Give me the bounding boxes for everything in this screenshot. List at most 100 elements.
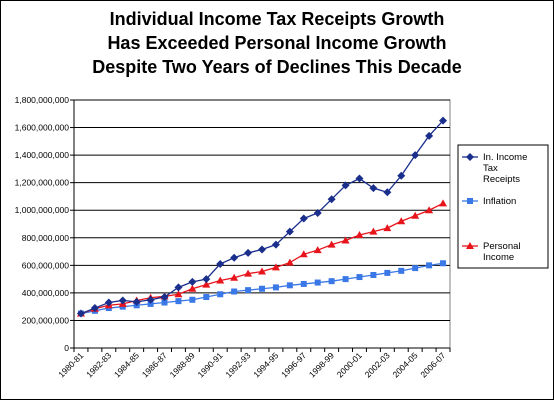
data-point-inflation [175, 298, 182, 305]
data-point-inflation [384, 269, 391, 276]
data-point-in-income-tax-receipts [90, 304, 99, 313]
y-tick-label: 1,400,000,000 [15, 150, 70, 160]
data-point-personal-income [397, 217, 406, 225]
data-point-in-income-tax-receipts [258, 245, 266, 254]
data-point-inflation [356, 274, 363, 281]
y-tick-label: 1,200,000,000 [15, 178, 70, 188]
y-tick-label: 1,600,000,000 [15, 123, 70, 133]
data-point-in-income-tax-receipts [439, 116, 448, 125]
legend-label-in-income-tax-receipts: In. Income [483, 152, 527, 163]
data-point-personal-income [327, 240, 336, 248]
data-point-in-income-tax-receipts [76, 309, 85, 318]
data-point-inflation [161, 299, 168, 306]
data-point-in-income-tax-receipts [188, 277, 197, 286]
data-point-inflation [426, 262, 433, 269]
data-point-personal-income [313, 246, 322, 254]
x-tick-label: 1988-89 [168, 350, 197, 379]
data-point-personal-income [439, 199, 448, 207]
legend-label-personal-income: Personal [483, 241, 521, 252]
data-point-personal-income [285, 258, 294, 266]
data-point-in-income-tax-receipts [271, 240, 280, 249]
x-tick-label: 1994-95 [251, 350, 280, 379]
data-point-in-income-tax-receipts [327, 195, 336, 204]
chart-title-line-3: Despite Two Years of Declines This Decad… [92, 57, 462, 77]
data-point-inflation [314, 279, 321, 286]
data-point-personal-income [425, 206, 434, 214]
data-point-personal-income [369, 227, 378, 235]
x-tick-label: 1998-99 [307, 350, 336, 379]
data-point-inflation [217, 291, 224, 298]
x-tick-label: 1990-91 [196, 350, 225, 379]
y-tick-label: 800,000,000 [22, 233, 70, 243]
data-point-inflation [272, 284, 279, 291]
x-tick-label: 1986-87 [140, 350, 169, 379]
data-point-personal-income [230, 273, 239, 281]
data-point-in-income-tax-receipts [341, 181, 350, 190]
chart-title-line-2: Has Exceeded Personal Income Growth [107, 33, 447, 53]
x-tick-label: 1992-93 [223, 350, 252, 379]
legend-label-personal-income: Income [483, 252, 514, 263]
data-point-personal-income [244, 269, 253, 277]
data-point-personal-income [216, 276, 225, 284]
data-point-in-income-tax-receipts [244, 248, 253, 257]
x-tick-label: 1996-97 [279, 350, 308, 379]
data-point-in-income-tax-receipts [397, 171, 406, 180]
y-tick-label: 400,000,000 [22, 288, 70, 298]
data-point-in-income-tax-receipts [132, 297, 141, 306]
data-point-inflation [370, 271, 377, 278]
data-point-inflation [147, 300, 154, 307]
data-point-personal-income [299, 250, 308, 258]
data-point-inflation [259, 285, 265, 292]
data-point-personal-income [188, 284, 197, 292]
data-point-in-income-tax-receipts [383, 188, 392, 197]
data-point-inflation [342, 276, 349, 283]
data-point-in-income-tax-receipts [313, 208, 322, 217]
data-point-in-income-tax-receipts [369, 184, 378, 193]
x-tick-label: 1984-85 [112, 350, 141, 379]
legend-label-in-income-tax-receipts: Tax [483, 163, 498, 174]
data-point-in-income-tax-receipts [299, 214, 308, 223]
data-point-in-income-tax-receipts [355, 174, 364, 183]
data-point-in-income-tax-receipts [425, 131, 434, 140]
y-tick-label: 0 [64, 343, 69, 353]
data-point-in-income-tax-receipts [202, 275, 211, 284]
data-point-personal-income [202, 280, 211, 288]
data-point-inflation [189, 296, 196, 303]
data-point-inflation [328, 278, 335, 285]
x-tick-label: 2006-07 [418, 350, 447, 379]
data-point-inflation [398, 267, 405, 274]
data-point-inflation [286, 282, 293, 289]
data-point-personal-income [411, 211, 420, 219]
data-point-in-income-tax-receipts [174, 283, 183, 292]
data-point-personal-income [355, 231, 364, 239]
x-tick-label: 2000-01 [335, 350, 364, 379]
data-point-personal-income [383, 224, 392, 232]
data-point-personal-income [341, 236, 350, 244]
data-point-inflation [300, 280, 307, 287]
data-point-inflation [231, 288, 238, 295]
legend-marker-inflation [467, 198, 473, 204]
data-point-in-income-tax-receipts [411, 151, 420, 160]
data-point-inflation [245, 287, 252, 294]
x-tick-label: 1982-83 [84, 350, 113, 379]
y-tick-label: 1,000,000,000 [15, 205, 70, 215]
data-point-in-income-tax-receipts [285, 227, 294, 236]
y-tick-label: 200,000,000 [22, 315, 70, 325]
chart-title-line-1: Individual Income Tax Receipts Growth [109, 9, 445, 29]
legend-marker-personal-income [466, 242, 474, 249]
data-point-personal-income [271, 263, 280, 271]
data-point-in-income-tax-receipts [146, 295, 155, 304]
series-in-income-tax-receipts [76, 116, 448, 318]
data-point-inflation [412, 265, 419, 272]
y-tick-label: 1,800,000,000 [15, 95, 70, 105]
legend-marker-in-income-tax-receipts [466, 153, 474, 161]
data-point-in-income-tax-receipts [216, 259, 225, 268]
x-tick-label: 2002-03 [363, 350, 392, 379]
x-tick-label: 2004-05 [390, 350, 419, 379]
data-point-inflation [203, 294, 210, 301]
data-point-personal-income [174, 290, 183, 298]
data-point-in-income-tax-receipts [118, 296, 127, 305]
plot-area [73, 99, 451, 349]
